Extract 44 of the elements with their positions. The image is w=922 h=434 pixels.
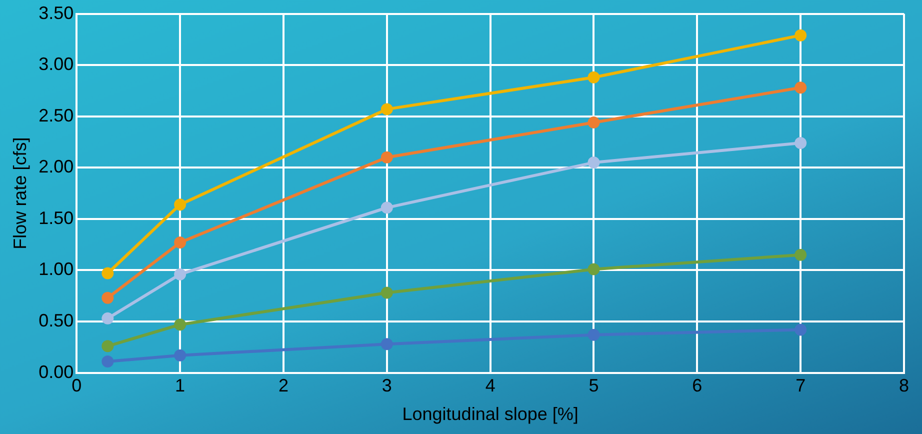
point: [380, 151, 393, 164]
y-tick-label: 1.00: [38, 259, 74, 280]
y-tick-label: 3.00: [38, 54, 74, 74]
point: [794, 248, 807, 261]
point: [102, 292, 114, 304]
y-tick-label: 2.50: [38, 105, 74, 126]
x-tick-label: 8: [898, 376, 910, 396]
y-tick-label: 0.50: [38, 310, 74, 330]
x-tick-label: 3: [382, 376, 392, 396]
x-tick-label: 5: [588, 376, 599, 396]
point: [794, 82, 807, 94]
point: [102, 312, 114, 324]
point: [174, 349, 186, 362]
point: [380, 202, 393, 214]
point: [588, 328, 600, 341]
point: [588, 116, 600, 129]
x-tick-label: 7: [796, 376, 806, 396]
point: [794, 324, 807, 336]
point: [588, 71, 600, 84]
x-axis-title: Longitudinal slope [%]: [402, 404, 578, 424]
point: [380, 338, 393, 350]
point: [174, 236, 186, 249]
point: [380, 103, 393, 116]
point: [174, 198, 186, 211]
y-tick-label: 2.00: [38, 156, 74, 177]
y-axis-title: Flow rate [cfs]: [10, 137, 30, 250]
point: [794, 29, 807, 42]
x-tick-label: 0: [72, 376, 82, 396]
point: [102, 356, 114, 368]
y-tick-label: 0.00: [38, 362, 74, 382]
x-tick-label: 1: [175, 376, 186, 396]
y-tick-label: 3.50: [38, 2, 74, 23]
point: [794, 137, 807, 150]
x-tick-label: 2: [278, 376, 288, 396]
x-tick-label: 6: [692, 376, 702, 396]
point: [102, 267, 114, 280]
point: [102, 340, 114, 352]
point: [174, 268, 186, 280]
point: [588, 263, 600, 276]
y-tick-label: 1.50: [38, 208, 74, 228]
point: [380, 286, 393, 299]
point: [174, 318, 186, 331]
point: [588, 156, 600, 169]
x-tick-label: 4: [485, 376, 496, 396]
